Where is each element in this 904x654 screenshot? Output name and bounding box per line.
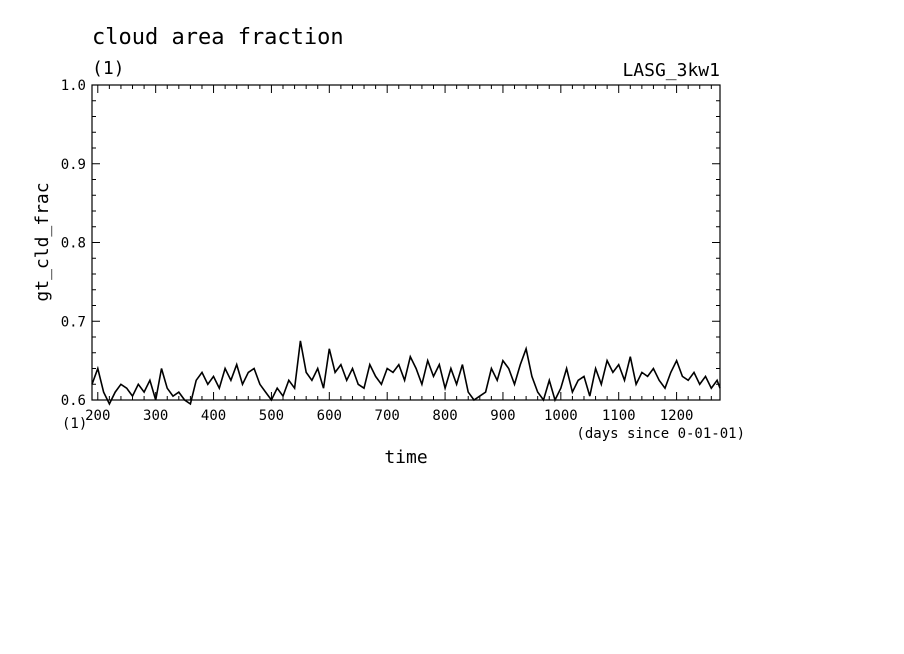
x-tick-labels: 200 300 400 500 600 700 800 900 1000 1100 1200 (85, 408, 693, 424)
y-tick-labels: 0.6 0.7 0.8 0.9 1.0 (61, 78, 86, 409)
axis-ticks (92, 84, 720, 401)
plot-frame (91, 84, 721, 401)
y-tick-label: 0.8 (61, 236, 86, 252)
x-tick-label: 800 (432, 408, 457, 424)
units-label: (1) (92, 58, 125, 79)
series-line (91, 340, 721, 406)
x-tick-label: 700 (375, 408, 400, 424)
x-tick-label: 1100 (602, 408, 636, 424)
experiment-label: LASG_3kw1 (622, 60, 720, 81)
y-units-label: (1) (62, 416, 87, 432)
x-units-label: (days since 0-01-01) (576, 426, 745, 442)
y-tick-label: 0.9 (61, 157, 86, 173)
x-axis-label: time (384, 447, 427, 468)
y-tick-label: 0.7 (61, 314, 86, 330)
x-tick-label: 400 (201, 408, 226, 424)
y-tick-label: 1.0 (61, 78, 86, 94)
x-tick-label: 200 (85, 408, 110, 424)
x-tick-label: 900 (490, 408, 515, 424)
y-tick-label: 0.6 (61, 393, 86, 409)
chart-title: cloud area fraction (92, 25, 344, 50)
x-tick-label: 600 (317, 408, 342, 424)
x-tick-label: 500 (259, 408, 284, 424)
y-axis-label: gt_cld_frac (32, 182, 53, 301)
x-tick-label: 1000 (544, 408, 578, 424)
x-tick-label: 1200 (660, 408, 694, 424)
x-tick-label: 300 (143, 408, 168, 424)
